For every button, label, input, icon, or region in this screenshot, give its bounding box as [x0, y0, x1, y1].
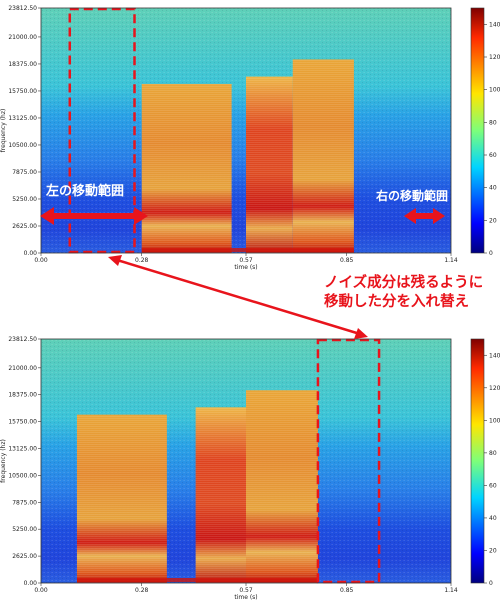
x-tick-label: 1.14	[444, 587, 458, 594]
colorbar	[470, 338, 485, 584]
voiced-segment-texture	[246, 390, 318, 583]
y-tick-label: 7875.00	[12, 169, 37, 176]
voiced-segment-texture	[141, 83, 232, 253]
move-range-dashed-box	[316, 338, 381, 584]
colorbar-tick-label: 120	[489, 385, 500, 392]
x-tick-label: 0.00	[34, 587, 48, 594]
swap-arrowhead-start	[108, 255, 122, 266]
right-range-label: 右の移動範囲	[375, 188, 448, 203]
right-range-arrowhead-right	[433, 208, 445, 224]
y-tick-label: 13125.00	[8, 446, 37, 453]
y-tick-label: 13125.00	[8, 115, 37, 122]
y-tick-label: 5250.00	[12, 196, 37, 203]
y-tick-label: 23812.50	[8, 336, 37, 343]
x-tick-label: 0.57	[239, 587, 253, 594]
voiced-segment-texture	[195, 407, 246, 583]
y-tick-label: 7875.00	[12, 499, 37, 506]
colorbar-tick-label: 80	[489, 450, 497, 457]
y-tick-label: 18375.00	[8, 392, 37, 399]
annotation-left-range: 左の移動範囲	[40, 183, 148, 225]
y-tick-label: 10500.00	[8, 472, 37, 479]
x-tick-label: 0.57	[239, 257, 253, 264]
x-tick-label: 0.85	[340, 257, 354, 264]
left-range-label: 左の移動範囲	[46, 183, 124, 199]
colorbar-tick-label: 0	[489, 250, 493, 257]
colorbar-tick-label: 60	[489, 482, 497, 489]
x-tick-label: 1.14	[444, 257, 458, 264]
low-frequency-band	[76, 578, 318, 582]
x-tick-label: 0.28	[135, 587, 149, 594]
y-tick-label: 18375.00	[8, 61, 37, 68]
x-axis-label: time (s)	[234, 594, 257, 601]
y-tick-label: 5250.00	[12, 526, 37, 533]
y-tick-label: 2625.00	[12, 553, 37, 560]
colorbar-tick-label: 20	[489, 547, 497, 554]
colorbar-tick-label: 100	[489, 87, 500, 94]
low-frequency-band	[141, 248, 354, 252]
y-tick-label: 0.00	[24, 580, 38, 587]
colorbar-tick-label: 60	[489, 152, 497, 159]
swap-label-line1: ノイズ成分は残るように	[324, 273, 483, 291]
x-tick-label: 0.00	[34, 257, 48, 264]
x-tick-label: 0.85	[340, 587, 354, 594]
move-range-dashed-box	[68, 7, 136, 254]
colorbar-tick-label: 0	[489, 580, 493, 587]
swap-arrow	[116, 258, 361, 336]
y-tick-label: 23812.50	[8, 5, 37, 12]
colorbar-tick-label: 40	[489, 185, 497, 192]
y-axis-label: frequency (hz)	[0, 439, 7, 483]
colorbar	[470, 7, 485, 254]
voiced-segment-texture	[246, 76, 293, 253]
left-range-arrowhead-left	[40, 207, 54, 225]
swap-label-line2: 移動した分を入れ替え	[324, 292, 469, 310]
spectrogram-panel-bottom: 0.00 2625.00 5250.00 7875.00 10500.00 13125.0…	[0, 336, 500, 601]
voiced-segment-texture	[76, 414, 167, 583]
y-axis-label: frequency (hz)	[0, 109, 7, 153]
spectrogram-panel-top: 0.00 2625.00 5250.00 7875.00 10500.00 13125.0…	[0, 5, 500, 271]
y-tick-label: 15750.00	[8, 419, 37, 426]
colorbar-tick-label: 80	[489, 119, 497, 126]
voiced-segment-texture	[292, 59, 354, 254]
colorbar-tick-label: 20	[489, 217, 497, 224]
left-range-arrowhead-right	[134, 207, 148, 225]
colorbar-tick-label: 40	[489, 515, 497, 522]
colorbar-tick-label: 100	[489, 417, 500, 424]
x-tick-label: 0.28	[135, 257, 149, 264]
y-tick-label: 0.00	[24, 250, 38, 257]
colorbar-tick-label: 120	[489, 54, 500, 61]
right-range-arrowhead-left	[404, 208, 416, 224]
y-tick-label: 15750.00	[8, 88, 37, 95]
x-axis-label: time (s)	[234, 264, 257, 271]
colorbar-tick-label: 140	[489, 21, 500, 28]
y-tick-label: 2625.00	[12, 223, 37, 230]
y-tick-label: 21000.00	[8, 34, 37, 41]
annotation-right-range: 右の移動範囲	[375, 188, 448, 224]
y-tick-label: 10500.00	[8, 142, 37, 149]
y-tick-label: 21000.00	[8, 365, 37, 372]
annotation-swap: ノイズ成分は残るように 移動した分を入れ替え	[108, 255, 483, 339]
colorbar-tick-label: 140	[489, 352, 500, 359]
swap-arrowhead-end	[354, 328, 368, 339]
